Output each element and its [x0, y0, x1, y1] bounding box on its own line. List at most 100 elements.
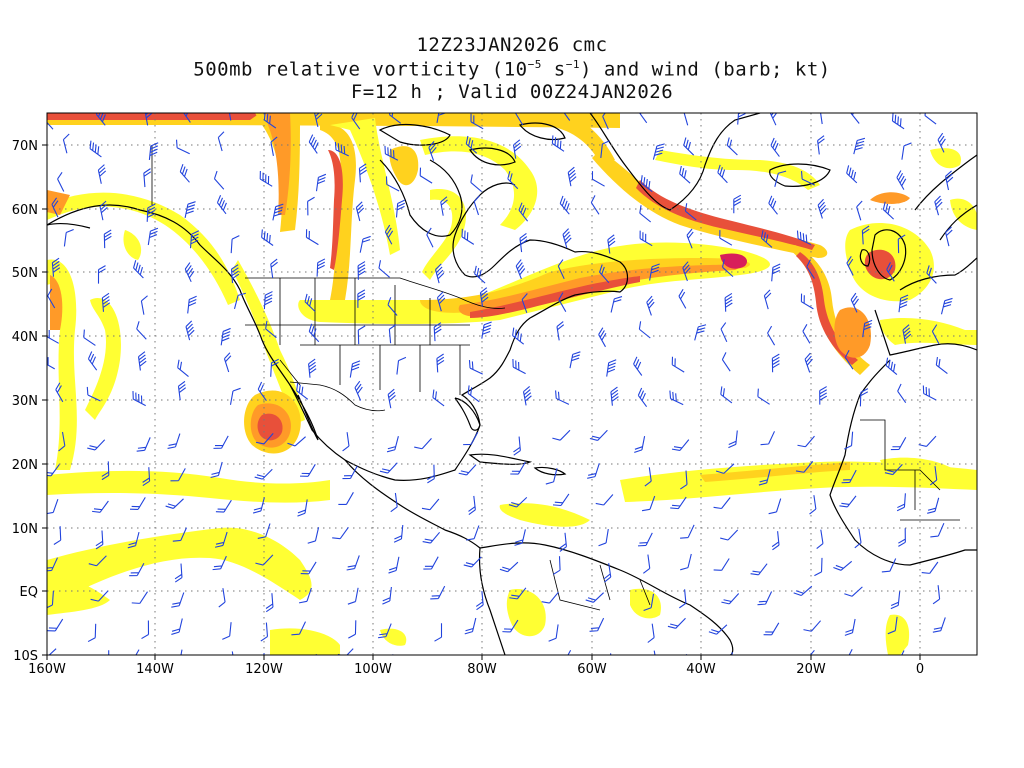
wind-barb-icon: [147, 227, 159, 246]
wind-barb-icon: [817, 198, 827, 219]
lon-label: 40W: [686, 662, 716, 677]
wind-barb-icon: [720, 322, 728, 343]
wind-barb-icon: [346, 555, 360, 571]
lon-label: 0: [916, 662, 924, 677]
wind-barb-icon: [721, 593, 740, 605]
vort-band-labrador: [420, 136, 538, 230]
wind-barb-icon: [423, 556, 439, 570]
wind-barb-icon: [934, 195, 943, 216]
wind-barb-icon: [844, 350, 854, 370]
wind-barb-icon: [610, 296, 623, 313]
wind-barb-icon: [817, 135, 825, 155]
wind-barb-icon: [513, 436, 521, 456]
wind-barb-icon: [143, 168, 152, 188]
wind-barbs: [47, 113, 954, 655]
wind-barb-icon: [757, 388, 770, 405]
wind-barb-icon: [518, 202, 529, 222]
wind-barb-icon: [316, 258, 326, 277]
wind-barb-icon: [671, 356, 685, 373]
wind-barb-icon: [639, 205, 652, 223]
wind-barb-icon: [47, 328, 59, 344]
wind-barb-icon: [298, 587, 312, 604]
wind-barb-icon: [263, 113, 277, 129]
wind-barb-icon: [436, 291, 446, 312]
vort-band-westcoast: [232, 260, 305, 425]
coast-south-america: [478, 542, 734, 655]
wind-barb-icon: [926, 265, 937, 284]
wind-barb-icon: [806, 259, 815, 279]
wind-barb-icon: [432, 389, 445, 407]
wind-barb-icon: [551, 135, 565, 152]
wind-barb-icon: [354, 380, 363, 401]
wind-barb-icon: [541, 591, 559, 604]
wind-barb-icon: [287, 436, 306, 447]
wind-barb-icon: [55, 382, 64, 403]
wind-barb-icon: [720, 529, 739, 541]
wind-barb-icon: [297, 499, 308, 517]
wind-barb-icon: [717, 164, 728, 184]
lon-label: 140W: [136, 662, 174, 677]
lat-label: 40N: [12, 330, 38, 345]
wind-barb-icon: [270, 258, 278, 278]
wind-barb-icon: [101, 461, 110, 481]
wind-barb-icon: [502, 619, 519, 633]
wind-barb-icon: [387, 297, 398, 316]
wind-barb-icon: [129, 497, 146, 510]
border-us-canada: [245, 277, 506, 309]
wind-barb-icon: [667, 617, 686, 629]
wind-barb-icon: [814, 557, 823, 577]
wind-barb-icon: [945, 170, 954, 191]
lon-label: 60W: [577, 662, 607, 677]
wind-barb-icon: [600, 140, 610, 158]
wind-barb-icon: [797, 435, 815, 448]
wind-barb-icon: [434, 623, 443, 642]
wind-barb-icon: [466, 525, 480, 541]
wind-barb-icon: [357, 289, 366, 308]
wind-barb-icon: [146, 203, 156, 222]
wind-barb-icon: [175, 139, 190, 155]
wind-barb-icon: [257, 523, 271, 539]
wind-barb-icon: [342, 465, 358, 480]
wind-barb-icon: [338, 492, 354, 505]
wind-barb-icon: [393, 524, 404, 543]
wind-barb-icon: [233, 292, 246, 310]
wind-barb-icon: [881, 558, 897, 573]
wind-barb-icon: [214, 531, 228, 548]
wind-barb-icon: [793, 585, 813, 596]
wind-barb-icon: [124, 649, 140, 655]
wind-barb-icon: [763, 289, 772, 310]
wind-barb-icon: [428, 141, 437, 161]
wind-barb-icon: [433, 322, 442, 342]
wind-barb-icon: [641, 495, 656, 512]
lon-label: 160W: [28, 662, 66, 677]
wind-barb-icon: [144, 113, 153, 126]
coast-cuba: [468, 453, 533, 465]
wind-barb-icon: [463, 431, 479, 446]
border-south-america: [549, 559, 651, 611]
wind-barb-icon: [458, 464, 477, 476]
wind-barb-icon: [522, 385, 532, 406]
wind-barb-icon: [430, 585, 446, 600]
wind-barb-icon: [227, 113, 236, 121]
wind-barb-icon: [519, 232, 528, 253]
wind-barb-icon: [349, 360, 361, 378]
wind-barb-icon: [644, 467, 652, 487]
wind-barb-icon: [83, 329, 96, 346]
wind-barb-icon: [347, 587, 359, 605]
wind-barb-icon: [421, 498, 440, 511]
wind-barb-icon: [637, 532, 653, 547]
wind-barb-icon: [796, 230, 812, 245]
wind-barb-icon: [682, 261, 691, 282]
wind-barb-icon: [556, 321, 565, 341]
wind-barb-icon: [229, 387, 241, 405]
wind-barb-icon: [671, 439, 690, 451]
wind-barb-icon: [307, 654, 317, 655]
wind-barb-icon: [567, 166, 577, 187]
wind-barb-icon: [763, 622, 780, 636]
wind-barb-icon: [720, 386, 733, 404]
wind-barb-icon: [187, 295, 197, 314]
wind-barb-icon: [57, 171, 65, 192]
wind-barb-icon: [95, 530, 104, 550]
wind-barb-icon: [87, 623, 97, 643]
